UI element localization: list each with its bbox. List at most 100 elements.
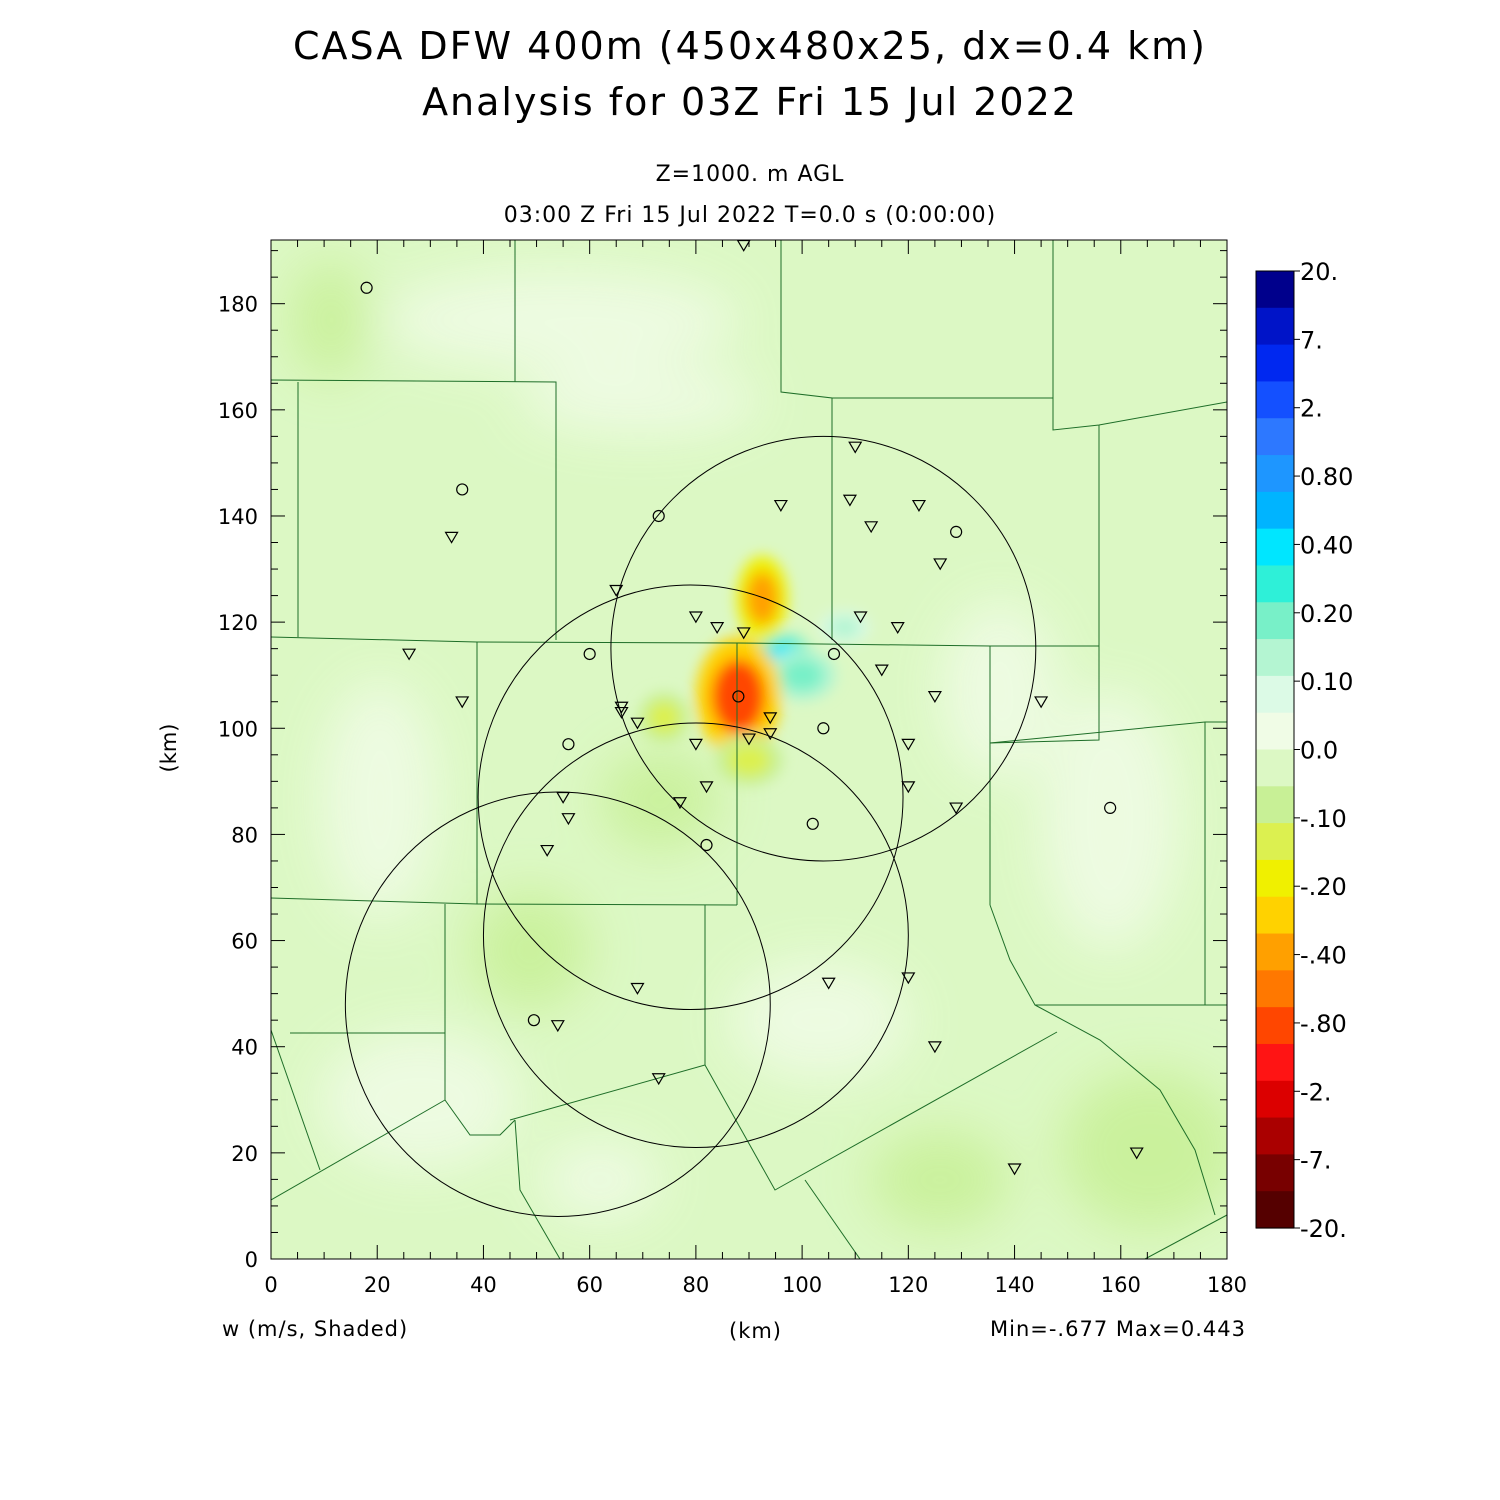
colorbar-swatch	[1256, 528, 1294, 567]
w-field-features	[638, 555, 871, 786]
x-axis-label: (km)	[729, 1319, 783, 1343]
station-triangle-marker	[890, 622, 905, 635]
station-circle-marker	[583, 647, 596, 661]
station-circle-marker	[950, 525, 963, 539]
county-line	[989, 721, 1227, 744]
colorbar-swatch	[1256, 455, 1294, 493]
x-tick-label: 160	[1101, 1273, 1141, 1297]
x-tick-label: 60	[576, 1273, 603, 1297]
y-tick-label: 120	[218, 611, 258, 635]
x-tick-label: 40	[470, 1273, 497, 1297]
colorbar-swatch	[1256, 859, 1294, 898]
y-tick-label: 20	[231, 1142, 258, 1166]
radar-coverage-rings	[344, 435, 1037, 1218]
station-triangle-marker	[763, 728, 778, 741]
downdraft-peak	[725, 675, 752, 717]
station-circle-marker	[827, 647, 841, 661]
colorbar-label: 0.20	[1300, 600, 1353, 628]
colorbar-swatch	[1256, 1154, 1294, 1192]
colorbar-label: 0.10	[1300, 668, 1353, 696]
station-triangle-marker	[842, 494, 857, 507]
colorbar-swatch	[1256, 344, 1294, 383]
y-tick-label: 160	[218, 399, 258, 423]
station-triangle-marker	[444, 531, 459, 544]
station-triangle-marker	[614, 706, 629, 719]
colorbar-label: 7.	[1300, 326, 1323, 354]
county-line	[704, 1031, 1058, 1191]
colorbar-swatch	[1256, 418, 1294, 456]
colorbar-swatch	[1256, 712, 1294, 751]
level-label: Z=1000. m AGL	[655, 162, 845, 187]
station-circle-marker	[806, 817, 819, 830]
station-triangle-marker	[609, 584, 624, 597]
station-circle-marker	[527, 1014, 541, 1027]
y-tick-label: 80	[231, 823, 258, 847]
y-tick-label: 60	[231, 930, 258, 954]
station-triangle-marker	[455, 696, 470, 709]
station-triangle-marker	[927, 1041, 942, 1054]
valid-time-label: 03:00 Z Fri 15 Jul 2022 T=0.0 s (0:00:00…	[503, 203, 997, 228]
station-triangle-marker	[901, 781, 916, 794]
background-field	[290, 260, 1227, 1230]
county-line	[271, 379, 557, 640]
station-triangle-marker	[773, 499, 788, 512]
x-tick-label: 180	[1207, 1273, 1247, 1297]
station-triangle-marker	[927, 691, 942, 704]
station-triangle-marker	[736, 240, 751, 252]
county-line	[1034, 1004, 1216, 1216]
x-tick-label: 100	[782, 1273, 822, 1297]
colorbar-label: -.10	[1300, 805, 1347, 833]
county-line	[444, 904, 516, 1136]
colorbar-swatch	[1256, 491, 1294, 530]
station-triangle-marker	[763, 712, 778, 725]
station-triangle-marker	[933, 558, 948, 571]
x-tick-label: 20	[364, 1273, 391, 1297]
colorbar-swatch	[1256, 1117, 1294, 1155]
station-circle-marker	[562, 738, 575, 751]
updraft-core	[828, 616, 861, 639]
station-triangle-marker	[741, 733, 757, 746]
colorbar-label: 0.40	[1300, 531, 1353, 559]
chart-title: CASA DFW 400m (450x480x25, dx=0.4 km)	[292, 24, 1207, 68]
downdraft-core	[746, 571, 779, 625]
y-tick-label: 40	[231, 1036, 258, 1060]
colorbar-label: 2.	[1300, 395, 1323, 423]
station-triangle-marker	[540, 844, 555, 857]
colorbar-swatch	[1256, 1043, 1294, 1082]
colorbar-swatch	[1256, 1007, 1294, 1045]
colorbar-label: 0.80	[1300, 463, 1353, 491]
station-triangle-marker	[556, 791, 571, 804]
station-triangle-marker	[1007, 1163, 1022, 1176]
colorbar-swatch	[1256, 675, 1294, 714]
station-triangle-marker	[561, 813, 576, 826]
station-triangle-marker	[911, 499, 927, 512]
station-triangle-marker	[901, 972, 916, 985]
county-line	[271, 1029, 321, 1171]
colorbar-swatch	[1256, 749, 1294, 787]
station-triangle-marker	[710, 622, 725, 635]
y-axis-label: (km)	[157, 723, 181, 772]
x-tick-label: 0	[264, 1273, 277, 1297]
station-triangle-marker	[1129, 1147, 1144, 1160]
x-tick-label: 80	[683, 1273, 710, 1297]
colorbar-label: -.80	[1300, 1010, 1347, 1038]
colorbar-label: -.20	[1300, 873, 1347, 901]
radar-coverage-ring	[477, 584, 904, 1011]
station-triangle-marker	[630, 982, 645, 995]
station-triangle-marker	[821, 977, 836, 990]
y-tick-label: 140	[218, 505, 258, 529]
county-line	[780, 240, 833, 640]
colorbar-label: 20.	[1300, 258, 1338, 286]
colorbar-swatch	[1256, 271, 1294, 309]
colorbar-swatch	[1256, 639, 1294, 677]
colorbar-swatch	[1256, 1191, 1294, 1229]
station-triangle-marker	[699, 781, 714, 794]
chart-subtitle: Analysis for 03Z Fri 15 Jul 2022	[422, 80, 1078, 124]
downdraft-core	[727, 744, 771, 777]
station-triangle-marker	[1034, 696, 1049, 709]
colorbar-swatch	[1256, 381, 1294, 419]
county-line	[271, 1125, 272, 1132]
county-line	[1052, 240, 1227, 431]
radar-coverage-ring	[482, 722, 909, 1149]
colorbar-label: -.40	[1300, 942, 1347, 970]
